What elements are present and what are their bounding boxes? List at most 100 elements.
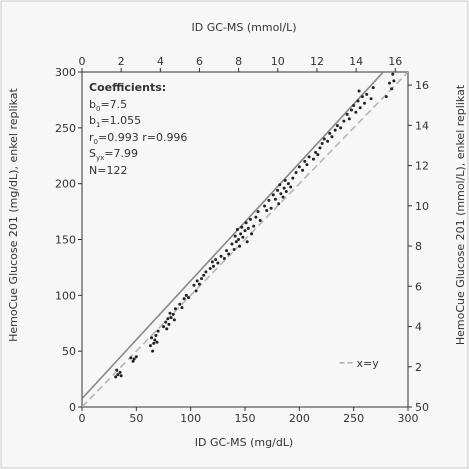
data-point: [119, 374, 123, 378]
data-point: [326, 139, 330, 143]
data-point: [245, 240, 249, 244]
data-point: [271, 193, 275, 197]
data-point: [282, 186, 286, 190]
data-point: [155, 340, 159, 344]
data-point: [148, 344, 152, 348]
data-point: [184, 293, 188, 297]
y-tick-label: 200: [55, 178, 76, 191]
data-point: [227, 252, 231, 256]
data-point: [134, 355, 138, 359]
data-point: [363, 101, 367, 105]
data-point: [219, 254, 223, 258]
coef-n: N=122: [89, 164, 127, 177]
data-point: [267, 198, 271, 202]
data-point: [318, 146, 322, 150]
data-point: [114, 375, 118, 379]
data-point: [390, 87, 394, 91]
data-point: [311, 157, 315, 161]
data-point: [281, 195, 285, 199]
y-tick-label: 50: [62, 345, 76, 358]
x-tick-label: 300: [398, 412, 419, 425]
data-point: [214, 258, 218, 262]
data-point: [250, 232, 254, 236]
data-point: [208, 267, 212, 271]
data-point: [233, 234, 237, 238]
data-point: [240, 225, 244, 229]
data-point: [254, 215, 258, 219]
data-point: [342, 119, 346, 123]
regression-line: [82, 72, 384, 400]
data-point: [131, 359, 135, 363]
data-point: [129, 356, 133, 360]
data-point: [235, 227, 239, 231]
data-point: [354, 110, 358, 114]
y-tick-label: 300: [55, 66, 76, 79]
y-tick-label: 0: [69, 401, 76, 414]
data-point: [291, 176, 295, 180]
data-point: [347, 117, 351, 121]
data-point: [172, 318, 176, 322]
y2-tick-label: 2: [415, 361, 422, 374]
data-point: [277, 202, 281, 206]
data-point: [345, 112, 349, 116]
data-point: [314, 150, 318, 154]
x-tick-label: 200: [289, 412, 310, 425]
data-point: [152, 341, 156, 345]
data-point: [303, 159, 307, 163]
data-point: [258, 219, 262, 223]
data-point: [248, 217, 252, 221]
data-point: [186, 296, 190, 300]
data-point: [169, 316, 173, 320]
data-point: [171, 312, 175, 316]
coef-syx: Syx=7.99: [89, 147, 138, 162]
data-point: [328, 131, 332, 135]
data-point: [352, 104, 356, 107]
x2-tick-label: 8: [235, 55, 242, 68]
data-point: [286, 182, 290, 186]
data-point: [357, 89, 361, 93]
y2-tick-label: 10: [415, 200, 429, 213]
y2-tick-label: 16: [415, 79, 429, 92]
data-point: [166, 317, 170, 321]
data-point: [371, 86, 375, 90]
y-tick-label: 100: [55, 289, 76, 302]
data-point: [151, 349, 155, 353]
x2-tick-label: 14: [349, 55, 363, 68]
data-point: [307, 155, 311, 159]
x2-tick-label: 12: [310, 55, 324, 68]
data-point: [168, 311, 172, 315]
data-point: [349, 108, 353, 112]
coef-b1: b1=1.055: [89, 114, 141, 129]
data-point: [197, 282, 201, 286]
data-point: [118, 370, 122, 374]
data-point: [330, 135, 334, 139]
data-point: [162, 325, 165, 329]
coefficients-block: Coefficients: b0=7.5 b1=1.055 r0=0.993 r…: [89, 81, 187, 177]
x2-tick-label: 2: [118, 55, 125, 68]
data-point: [204, 270, 208, 274]
data-point: [360, 95, 364, 99]
identity-line: [82, 72, 408, 407]
data-point: [164, 320, 168, 324]
data-point: [230, 242, 234, 246]
data-point: [369, 97, 373, 101]
x-tick-label: 0: [79, 412, 86, 425]
data-point: [335, 124, 339, 128]
data-point: [115, 368, 119, 372]
data-point: [391, 72, 395, 76]
data-point: [276, 188, 280, 192]
data-point: [320, 141, 324, 145]
data-point: [116, 373, 120, 377]
data-point: [301, 168, 305, 172]
data-point: [278, 183, 282, 187]
y2-tick-label: 50: [415, 401, 429, 414]
x-tick-label: 150: [235, 412, 256, 425]
y-axis-title: HemoCue Glucose 201 (mg/dL), enkel repli…: [7, 87, 20, 341]
data-point: [216, 261, 220, 265]
data-point: [244, 221, 248, 225]
x-tick-label: 250: [343, 412, 364, 425]
coef-r0: r0=0.993 r=0.996: [89, 131, 187, 146]
data-point: [225, 249, 229, 253]
data-point: [154, 334, 158, 338]
